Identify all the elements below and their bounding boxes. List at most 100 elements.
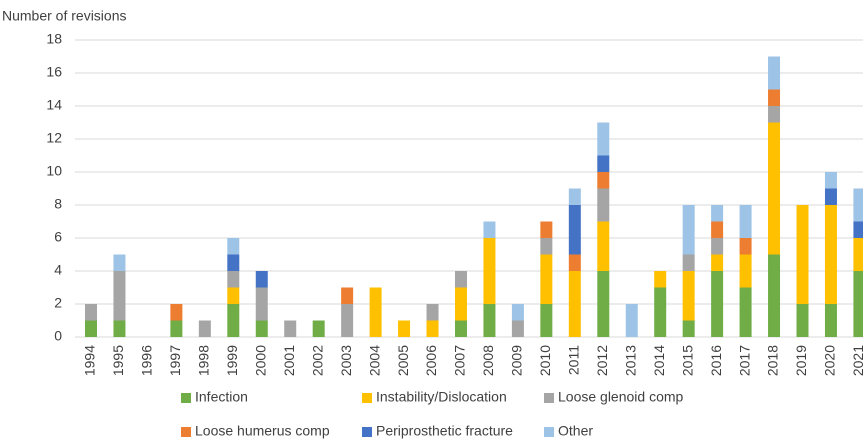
bar-segment <box>597 172 610 189</box>
legend-swatch <box>544 393 554 403</box>
y-tick-label: 18 <box>46 31 62 47</box>
x-tick-label: 2009 <box>509 345 525 376</box>
bar-segment <box>227 271 240 288</box>
bar-segment <box>597 271 610 337</box>
x-tick-label: 2001 <box>281 345 297 376</box>
y-tick-label: 16 <box>46 64 62 80</box>
bar-segment <box>654 287 667 337</box>
bar-segment <box>853 271 863 337</box>
bar-segment <box>483 221 496 238</box>
bar-segment <box>170 320 183 337</box>
legend-swatch <box>181 393 191 403</box>
bar-segment <box>853 238 863 271</box>
bar-segment <box>711 238 724 255</box>
legend-swatch <box>362 393 372 403</box>
bar-segment <box>568 254 581 271</box>
x-tick-label: 2013 <box>622 345 638 376</box>
y-tick-label: 6 <box>54 229 62 245</box>
bar-segment <box>625 304 638 337</box>
x-tick-label: 1998 <box>196 345 212 376</box>
bar-segment <box>768 106 781 123</box>
x-tick-label: 2002 <box>309 345 325 376</box>
bar-segment <box>454 271 467 288</box>
y-tick-label: 12 <box>46 130 62 146</box>
bar-segment <box>682 320 695 337</box>
legend-label: Other <box>558 423 593 439</box>
bar-segment <box>113 254 126 271</box>
bar-segment <box>454 320 467 337</box>
bar-segment <box>768 254 781 337</box>
y-axis-title: Number of revisions <box>2 8 127 24</box>
bar-segment <box>540 304 553 337</box>
bar-segment <box>682 205 695 255</box>
x-tick-label: 2020 <box>822 345 838 376</box>
bar-segment <box>255 271 268 288</box>
y-tick-label: 4 <box>54 262 62 278</box>
bar-segment <box>483 238 496 304</box>
x-tick-label: 2019 <box>793 345 809 376</box>
bar-segment <box>85 320 97 337</box>
x-tick-label: 1995 <box>110 345 126 376</box>
x-tick-label: 2018 <box>765 345 781 376</box>
legend-label: Instability/Dislocation <box>376 389 507 405</box>
legend-swatch <box>181 427 191 437</box>
legend-swatch <box>544 427 554 437</box>
x-tick-label: 2008 <box>480 345 496 376</box>
x-tick-label: 2000 <box>252 345 268 376</box>
bar-segment <box>341 304 354 337</box>
bar-segment <box>711 221 724 238</box>
bar-segment <box>853 188 863 222</box>
bar-segment <box>426 320 439 337</box>
x-tick-label: 2016 <box>708 345 724 376</box>
bar-segment <box>255 320 268 337</box>
bar-segment <box>739 254 752 288</box>
bar-segment <box>796 304 809 337</box>
bar-segment <box>113 320 126 337</box>
bar-segment <box>398 320 411 337</box>
x-tick-label: 2005 <box>395 345 411 376</box>
y-tick-label: 8 <box>54 196 62 212</box>
bar-segment <box>198 320 211 337</box>
bar-segment <box>511 320 524 337</box>
bar-segment <box>341 287 354 304</box>
bar-segment <box>824 304 837 337</box>
x-tick-label: 1994 <box>82 345 98 376</box>
x-tick-label: 2015 <box>679 345 695 376</box>
bar-segment <box>540 254 553 304</box>
bar-segment <box>597 188 610 222</box>
x-tick-label: 2010 <box>537 345 553 376</box>
bar-segment <box>255 287 268 321</box>
bar-segment <box>483 304 496 337</box>
bar-segment <box>284 320 297 337</box>
legend-swatch <box>362 427 372 437</box>
bar-segment <box>511 304 524 321</box>
bar-segment <box>824 172 837 189</box>
bar-segment <box>682 254 695 271</box>
x-tick-label: 2003 <box>338 345 354 376</box>
bar-segment <box>540 238 553 255</box>
legend-label: Infection <box>195 389 248 405</box>
bar-segment <box>227 238 240 255</box>
y-tick-label: 10 <box>46 163 62 179</box>
bar-segment <box>711 205 724 222</box>
x-tick-label: 1999 <box>224 345 240 376</box>
x-tick-label: 2017 <box>736 345 752 376</box>
bar-segment <box>170 304 183 321</box>
bar-segment <box>85 304 97 321</box>
bar-segment <box>568 188 581 205</box>
y-tick-label: 0 <box>54 328 62 344</box>
bar-segment <box>597 155 610 172</box>
bar-segment <box>227 287 240 304</box>
x-tick-label: 2021 <box>850 345 863 376</box>
bar-segment <box>768 56 781 90</box>
bar-segment <box>824 188 837 205</box>
x-tick-label: 2006 <box>423 345 439 376</box>
bar-segment <box>454 287 467 321</box>
bar-segment <box>113 271 126 321</box>
bar-segment <box>682 271 695 321</box>
bar-segment <box>568 271 581 337</box>
bar-segment <box>768 89 781 106</box>
bar-segment <box>568 205 581 255</box>
x-tick-label: 1996 <box>139 345 155 376</box>
